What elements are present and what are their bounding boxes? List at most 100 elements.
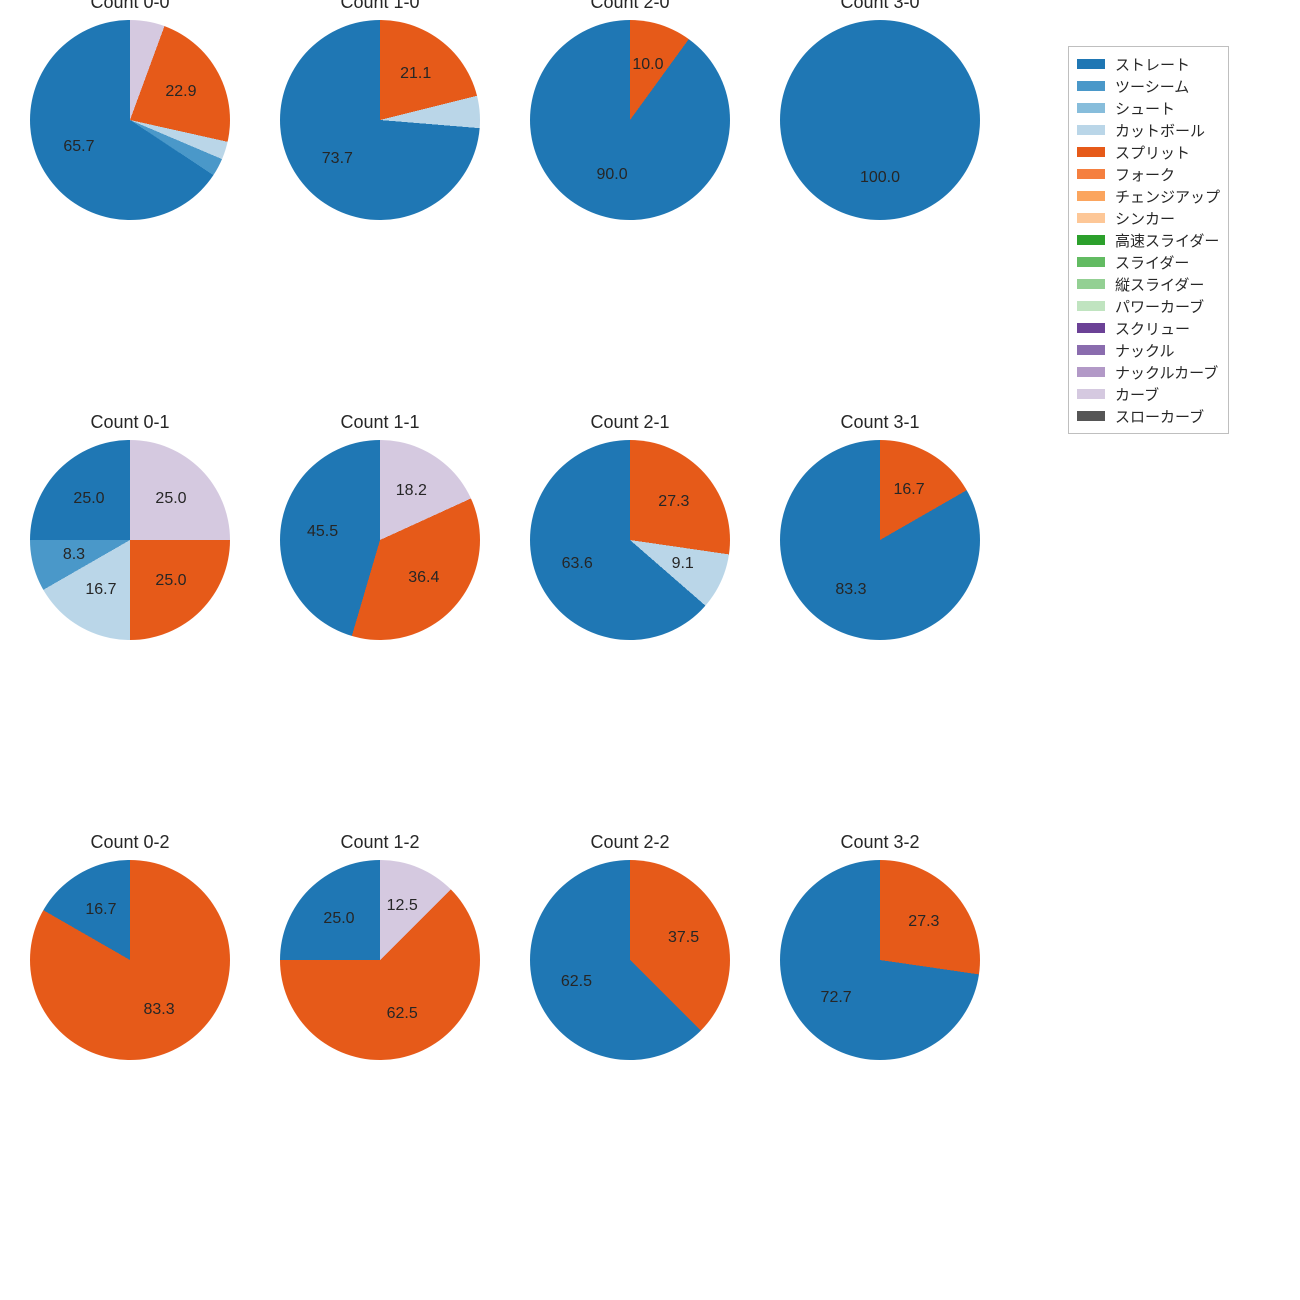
legend-swatch	[1077, 411, 1105, 421]
slice-label: 21.1	[400, 65, 431, 83]
slice-label: 25.0	[73, 490, 104, 508]
legend-row: ツーシーム	[1077, 75, 1220, 97]
chart-title: Count 3-1	[780, 412, 980, 433]
legend-row: フォーク	[1077, 163, 1220, 185]
slice-label: 25.0	[323, 910, 354, 928]
chart-cell: Count 0-065.722.9	[30, 20, 230, 220]
chart-title: Count 2-1	[530, 412, 730, 433]
legend-swatch	[1077, 191, 1105, 201]
pie-chart: 25.0 62.5 12.5	[280, 860, 480, 1060]
legend-swatch	[1077, 147, 1105, 157]
legend-label: シンカー	[1115, 208, 1175, 229]
pie-chart: 63.6 9.1 27.3	[530, 440, 730, 640]
legend-label: スクリュー	[1115, 318, 1190, 339]
legend-swatch	[1077, 301, 1105, 311]
legend-swatch	[1077, 367, 1105, 377]
legend-row: シンカー	[1077, 207, 1220, 229]
chart-title: Count 2-2	[530, 832, 730, 853]
legend-row: スライダー	[1077, 251, 1220, 273]
legend-row: カットボール	[1077, 119, 1220, 141]
slice-label: 83.3	[835, 581, 866, 599]
legend-label: チェンジアップ	[1115, 186, 1220, 207]
chart-cell: Count 3-272.727.3	[780, 860, 980, 1060]
legend-label: 縦スライダー	[1115, 274, 1204, 295]
chart-title: Count 2-0	[530, 0, 730, 13]
pie-chart: 72.7 27.3	[780, 860, 980, 1060]
chart-cell: Count 1-225.062.512.5	[280, 860, 480, 1060]
chart-title: Count 3-2	[780, 832, 980, 853]
legend-swatch	[1077, 235, 1105, 245]
pie-chart: 25.0 8.316.7 25.0 25.0	[30, 440, 230, 640]
pie-chart: 45.5 36.4 18.2	[280, 440, 480, 640]
pie-chart: 73.721.1	[280, 20, 480, 220]
slice-label: 100.0	[860, 169, 900, 187]
slice-label: 65.7	[63, 138, 94, 156]
slice-label: 37.5	[668, 929, 699, 947]
slice-label: 27.3	[658, 493, 689, 511]
legend-row: チェンジアップ	[1077, 185, 1220, 207]
slice-label: 9.1	[672, 555, 694, 573]
slice-label: 12.5	[387, 897, 418, 915]
slice-label: 72.7	[821, 989, 852, 1007]
pie-chart: 83.3 16.7	[780, 440, 980, 640]
legend-row: カーブ	[1077, 383, 1220, 405]
slice-label: 16.7	[893, 481, 924, 499]
chart-cell: Count 0-216.783.3	[30, 860, 230, 1060]
chart-cell: Count 2-090.010.0	[530, 20, 730, 220]
slice-label: 90.0	[596, 166, 627, 184]
legend-swatch	[1077, 169, 1105, 179]
legend-row: ストレート	[1077, 53, 1220, 75]
slice-label: 25.0	[155, 572, 186, 590]
slice-label: 36.4	[408, 569, 439, 587]
legend-label: スプリット	[1115, 142, 1190, 163]
legend-row: スクリュー	[1077, 317, 1220, 339]
legend-label: 高速スライダー	[1115, 230, 1219, 251]
slice-label: 27.3	[908, 913, 939, 931]
slice-label: 45.5	[307, 523, 338, 541]
slice-label: 16.7	[85, 901, 116, 919]
slice-label: 16.7	[85, 581, 116, 599]
legend-swatch	[1077, 389, 1105, 399]
legend-label: ナックルカーブ	[1115, 362, 1218, 383]
legend-label: フォーク	[1115, 164, 1175, 185]
slice-label: 62.5	[387, 1005, 418, 1023]
slice-label: 22.9	[165, 83, 196, 101]
chart-title: Count 3-0	[780, 0, 980, 13]
chart-cell: Count 3-0100.0	[780, 20, 980, 220]
pie-chart: 90.0 10.0	[530, 20, 730, 220]
legend-swatch	[1077, 103, 1105, 113]
legend-label: ツーシーム	[1115, 76, 1189, 97]
pie-chart: 100.0	[780, 20, 980, 220]
chart-title: Count 1-2	[280, 832, 480, 853]
legend: ストレートツーシームシュートカットボールスプリットフォークチェンジアップシンカー…	[1068, 46, 1229, 434]
chart-cell: Count 1-145.536.418.2	[280, 440, 480, 640]
slice-label: 8.3	[63, 546, 85, 564]
legend-label: スローカーブ	[1115, 406, 1204, 427]
legend-row: 高速スライダー	[1077, 229, 1220, 251]
legend-swatch	[1077, 125, 1105, 135]
chart-title: Count 1-1	[280, 412, 480, 433]
legend-label: ナックル	[1115, 340, 1175, 361]
slice-label: 62.5	[561, 973, 592, 991]
legend-swatch	[1077, 81, 1105, 91]
legend-swatch	[1077, 345, 1105, 355]
legend-label: シュート	[1115, 98, 1175, 119]
chart-title: Count 0-2	[30, 832, 230, 853]
pie-chart: 65.7 22.9	[30, 20, 230, 220]
slice-label: 63.6	[562, 555, 593, 573]
slice-label: 83.3	[143, 1001, 174, 1019]
chart-title: Count 1-0	[280, 0, 480, 13]
slice-label: 25.0	[155, 490, 186, 508]
legend-swatch	[1077, 323, 1105, 333]
legend-swatch	[1077, 59, 1105, 69]
legend-row: ナックル	[1077, 339, 1220, 361]
pie-chart: 62.5 37.5	[530, 860, 730, 1060]
legend-label: カットボール	[1115, 120, 1205, 141]
legend-row: 縦スライダー	[1077, 273, 1220, 295]
slice-label: 10.0	[632, 56, 663, 74]
chart-cell: Count 1-073.721.1	[280, 20, 480, 220]
legend-row: パワーカーブ	[1077, 295, 1220, 317]
legend-row: シュート	[1077, 97, 1220, 119]
chart-cell: Count 2-262.537.5	[530, 860, 730, 1060]
slice-label: 18.2	[396, 482, 427, 500]
